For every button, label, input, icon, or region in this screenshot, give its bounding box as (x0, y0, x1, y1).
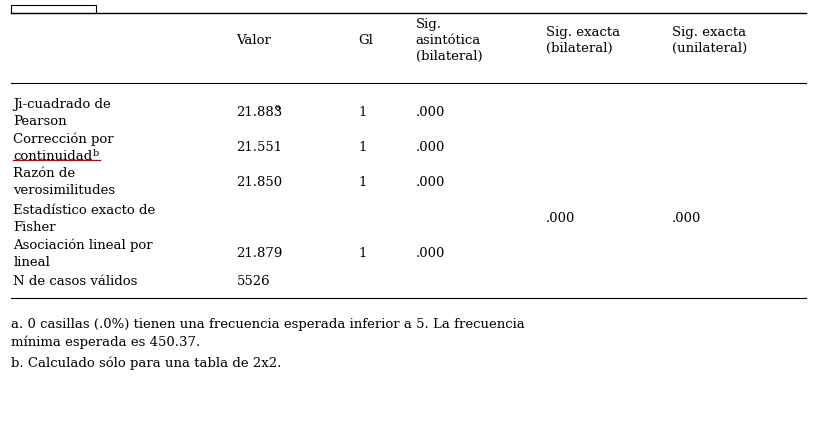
Text: Asociación lineal por
lineal: Asociación lineal por lineal (13, 239, 153, 269)
Text: Ji-cuadrado de
Pearson: Ji-cuadrado de Pearson (13, 98, 111, 128)
Text: Gl: Gl (359, 34, 373, 47)
Text: .000: .000 (416, 141, 445, 154)
Text: Corrección por
continuidad: Corrección por continuidad (13, 132, 114, 163)
Text: Sig.
asintótica
(bilateral): Sig. asintótica (bilateral) (416, 17, 482, 62)
Text: Sig. exacta
(bilateral): Sig. exacta (bilateral) (546, 26, 620, 55)
Text: .000: .000 (546, 212, 575, 225)
Text: N de casos válidos: N de casos válidos (13, 275, 138, 288)
Text: 21.879: 21.879 (236, 247, 283, 260)
Text: a: a (275, 103, 280, 112)
Text: Razón de
verosimilitudes: Razón de verosimilitudes (13, 167, 115, 197)
Text: Valor: Valor (236, 34, 271, 47)
Text: 1: 1 (359, 176, 367, 189)
Text: 1: 1 (359, 247, 367, 260)
Text: 21.883: 21.883 (236, 106, 283, 119)
Text: .000: .000 (416, 176, 445, 189)
Text: 21.551: 21.551 (236, 141, 283, 154)
Text: .000: .000 (672, 212, 702, 225)
Text: 1: 1 (359, 141, 367, 154)
Text: b. Calculado sólo para una tabla de 2x2.: b. Calculado sólo para una tabla de 2x2. (11, 356, 282, 370)
Text: 1: 1 (359, 106, 367, 119)
Text: a. 0 casillas (.0%) tienen una frecuencia esperada inferior a 5. La frecuencia
m: a. 0 casillas (.0%) tienen una frecuenci… (11, 319, 525, 349)
Text: 5526: 5526 (236, 275, 270, 288)
Text: Estadístico exacto de
Fisher: Estadístico exacto de Fisher (13, 204, 155, 234)
Text: Sig. exacta
(unilateral): Sig. exacta (unilateral) (672, 26, 748, 55)
Text: b: b (93, 149, 100, 158)
Bar (11, 5, 96, 13)
Text: .000: .000 (416, 247, 445, 260)
Text: 21.850: 21.850 (236, 176, 283, 189)
Text: .000: .000 (416, 106, 445, 119)
